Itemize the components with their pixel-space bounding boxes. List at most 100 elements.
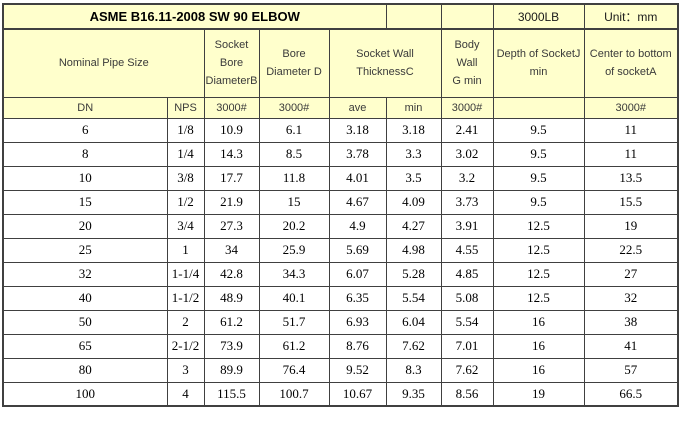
data-cell: 16 xyxy=(492,357,585,383)
data-cell: 11.8 xyxy=(258,165,330,191)
data-cell: 6.07 xyxy=(328,261,387,287)
data-cell: 20 xyxy=(2,213,168,239)
elbow-spec-table: ASME B16.11-2008 SW 90 ELBOW 3000LB Unit… xyxy=(2,3,679,407)
data-cell: 4.55 xyxy=(440,237,494,263)
data-cell: 11 xyxy=(583,141,679,167)
data-cell: 27 xyxy=(583,261,679,287)
col-header-socket-bore: Socket Bore DiameterB xyxy=(203,28,260,98)
data-cell: 40 xyxy=(2,285,168,311)
subheader-nps: NPS xyxy=(166,96,205,119)
data-cell: 7.62 xyxy=(440,357,494,383)
data-cell: 41 xyxy=(583,333,679,359)
table-row: 20 3/4 27.3 20.2 4.9 4.27 3.91 12.5 19 xyxy=(2,213,679,239)
data-cell: 8.76 xyxy=(328,333,387,359)
data-cell: 6.35 xyxy=(328,285,387,311)
data-cell: 1/2 xyxy=(166,189,205,215)
data-cell: 9.52 xyxy=(328,357,387,383)
table-row: 15 1/2 21.9 15 4.67 4.09 3.73 9.5 15.5 xyxy=(2,189,679,215)
data-cell: 15 xyxy=(258,189,330,215)
data-cell: 15.5 xyxy=(583,189,679,215)
data-cell: 25.9 xyxy=(258,237,330,263)
data-cell: 17.7 xyxy=(203,165,260,191)
data-cell: 42.8 xyxy=(203,261,260,287)
data-cell: 9.5 xyxy=(492,189,585,215)
data-cell: 100.7 xyxy=(258,381,330,407)
subheader-center-class: 3000# xyxy=(583,96,679,119)
data-cell: 5.08 xyxy=(440,285,494,311)
data-cell: 51.7 xyxy=(258,309,330,335)
data-cell: 5.28 xyxy=(385,261,442,287)
table-row: 65 2-1/2 73.9 61.2 8.76 7.62 7.01 16 41 xyxy=(2,333,679,359)
data-cell: 80 xyxy=(2,357,168,383)
data-cell: 76.4 xyxy=(258,357,330,383)
data-cell: 1 xyxy=(166,237,205,263)
data-cell: 48.9 xyxy=(203,285,260,311)
data-cell: 4.98 xyxy=(385,237,442,263)
table-row: 80 3 89.9 76.4 9.52 8.3 7.62 16 57 xyxy=(2,357,679,383)
data-cell: 4.85 xyxy=(440,261,494,287)
data-cell: 4.09 xyxy=(385,189,442,215)
data-cell: 12.5 xyxy=(492,237,585,263)
data-cell: 10.9 xyxy=(203,117,260,143)
data-cell: 61.2 xyxy=(203,309,260,335)
data-cell: 2-1/2 xyxy=(166,333,205,359)
data-cell: 9.5 xyxy=(492,117,585,143)
data-cell: 20.2 xyxy=(258,213,330,239)
data-cell: 14.3 xyxy=(203,141,260,167)
data-cell: 32 xyxy=(583,285,679,311)
data-cell: 73.9 xyxy=(203,333,260,359)
data-cell: 1-1/2 xyxy=(166,285,205,311)
data-cell: 21.9 xyxy=(203,189,260,215)
data-cell: 3.91 xyxy=(440,213,494,239)
data-cell: 12.5 xyxy=(492,213,585,239)
data-cell: 22.5 xyxy=(583,237,679,263)
data-cell: 4.27 xyxy=(385,213,442,239)
data-cell: 1/8 xyxy=(166,117,205,143)
data-cell: 8.3 xyxy=(385,357,442,383)
data-cell: 3/4 xyxy=(166,213,205,239)
table-row: 40 1-1/2 48.9 40.1 6.35 5.54 5.08 12.5 32 xyxy=(2,285,679,311)
title-row: ASME B16.11-2008 SW 90 ELBOW 3000LB Unit… xyxy=(2,3,679,30)
data-cell: 6 xyxy=(2,117,168,143)
data-cell: 2 xyxy=(166,309,205,335)
data-cell: 5.54 xyxy=(385,285,442,311)
unit-label: Unit：mm xyxy=(583,3,679,30)
data-cell: 3.18 xyxy=(385,117,442,143)
data-cell: 32 xyxy=(2,261,168,287)
data-cell: 1/4 xyxy=(166,141,205,167)
table-row: 50 2 61.2 51.7 6.93 6.04 5.54 16 38 xyxy=(2,309,679,335)
subheader-socket-bore-class: 3000# xyxy=(203,96,260,119)
data-cell: 4.9 xyxy=(328,213,387,239)
data-cell: 15 xyxy=(2,189,168,215)
data-cell: 3.3 xyxy=(385,141,442,167)
data-cell: 4.01 xyxy=(328,165,387,191)
data-cell: 3.18 xyxy=(328,117,387,143)
data-cell: 19 xyxy=(583,213,679,239)
col-header-socket-wall: Socket Wall ThicknessC xyxy=(328,28,442,98)
subheader-dn: DN xyxy=(2,96,168,119)
data-cell: 3/8 xyxy=(166,165,205,191)
subheader-wall-ave: ave xyxy=(328,96,387,119)
subheader-bore-diameter-class: 3000# xyxy=(258,96,330,119)
table-row: 8 1/4 14.3 8.5 3.78 3.3 3.02 9.5 11 xyxy=(2,141,679,167)
data-cell: 61.2 xyxy=(258,333,330,359)
data-cell: 66.5 xyxy=(583,381,679,407)
data-cell: 57 xyxy=(583,357,679,383)
data-cell: 34 xyxy=(203,237,260,263)
data-cell: 6.93 xyxy=(328,309,387,335)
subheader-depth-empty xyxy=(492,96,585,119)
col-header-bore-diameter: Bore Diameter D xyxy=(258,28,330,98)
data-cell: 115.5 xyxy=(203,381,260,407)
data-cell: 9.5 xyxy=(492,141,585,167)
data-cell: 16 xyxy=(492,309,585,335)
subheader-wall-min: min xyxy=(385,96,442,119)
data-cell: 65 xyxy=(2,333,168,359)
data-cell: 10.67 xyxy=(328,381,387,407)
data-cell: 3.78 xyxy=(328,141,387,167)
subheader-body-wall-class: 3000# xyxy=(440,96,494,119)
subheader-row: DN NPS 3000# 3000# ave min 3000# 3000# xyxy=(2,96,679,119)
data-cell: 3 xyxy=(166,357,205,383)
data-cell: 11 xyxy=(583,117,679,143)
data-cell: 89.9 xyxy=(203,357,260,383)
data-cell: 8.5 xyxy=(258,141,330,167)
